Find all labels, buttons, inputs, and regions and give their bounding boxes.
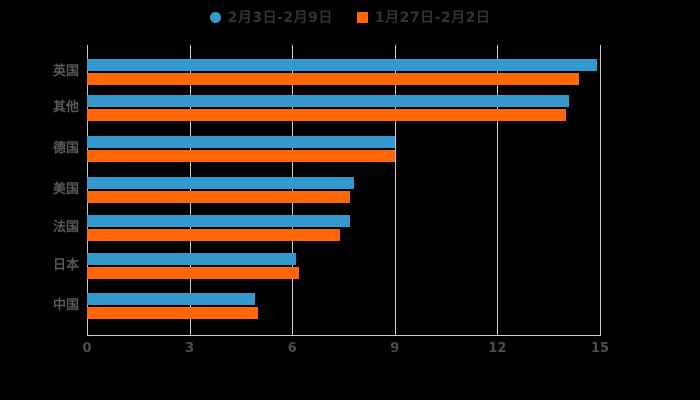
- legend-circle-marker-icon: [209, 11, 221, 23]
- x-axis-label: 9: [390, 341, 400, 356]
- y-axis-label-其他: 其他: [52, 100, 79, 115]
- bar-row: [87, 253, 600, 279]
- bar-series2-中国[interactable]: [87, 307, 258, 319]
- y-axis-label-法国: 法国: [52, 220, 79, 235]
- bar-series2-德国[interactable]: [87, 150, 395, 162]
- y-axis-line: [87, 45, 88, 335]
- x-axis-tick: [394, 330, 396, 335]
- gridline: [600, 45, 601, 335]
- bar-row: [87, 177, 600, 203]
- gridline: [292, 45, 294, 335]
- legend-square-marker-icon: [356, 11, 368, 23]
- x-axis-tick: [87, 330, 88, 335]
- bar-series1-法国[interactable]: [87, 215, 351, 227]
- bar-series2-其他[interactable]: [87, 109, 566, 121]
- y-axis-label-英国: 英国: [52, 64, 79, 79]
- gridline: [394, 45, 396, 335]
- legend-label-series2: 1月27日-2月2日: [374, 10, 491, 26]
- x-axis-tick: [292, 330, 294, 335]
- plot-area: [87, 45, 601, 335]
- y-axis-label-德国: 德国: [52, 141, 79, 156]
- x-axis-label: 3: [185, 341, 195, 356]
- bar-series2-法国[interactable]: [87, 229, 341, 241]
- bar-series1-中国[interactable]: [87, 293, 255, 305]
- legend-item-series1[interactable]: 2月3日-2月9日: [209, 7, 333, 27]
- bar-row: [87, 95, 600, 121]
- x-axis-tick: [189, 330, 191, 335]
- bar-row: [87, 215, 600, 241]
- bar-series1-其他[interactable]: [87, 95, 570, 107]
- bar-row: [87, 59, 600, 85]
- bar-series1-日本[interactable]: [87, 253, 296, 265]
- legend-item-series2[interactable]: 1月27日-2月2日: [356, 7, 491, 27]
- legend: 2月3日-2月9日 1月27日-2月2日: [0, 7, 700, 27]
- y-axis-label-日本: 日本: [52, 258, 79, 273]
- y-axis-label-中国: 中国: [52, 298, 79, 313]
- x-axis-label: 0: [82, 341, 92, 356]
- x-axis-label: 6: [287, 341, 297, 356]
- legend-label-series1: 2月3日-2月9日: [227, 10, 333, 26]
- y-axis-label-美国: 美国: [52, 182, 79, 197]
- gridline: [189, 45, 191, 335]
- bar-row: [87, 293, 600, 319]
- bar-series1-英国[interactable]: [87, 59, 597, 71]
- bar-row: [87, 136, 600, 162]
- bar-series1-美国[interactable]: [87, 177, 354, 189]
- bar-series2-英国[interactable]: [87, 73, 580, 85]
- bar-series2-美国[interactable]: [87, 191, 351, 203]
- x-axis-tick: [497, 330, 499, 335]
- gridline: [497, 45, 499, 335]
- x-axis-line: [87, 335, 601, 336]
- bar-series1-德国[interactable]: [87, 136, 395, 148]
- x-axis-tick: [600, 330, 601, 335]
- x-axis-label: 15: [590, 341, 610, 356]
- bar-series2-日本[interactable]: [87, 267, 300, 279]
- x-axis-label: 12: [488, 341, 507, 356]
